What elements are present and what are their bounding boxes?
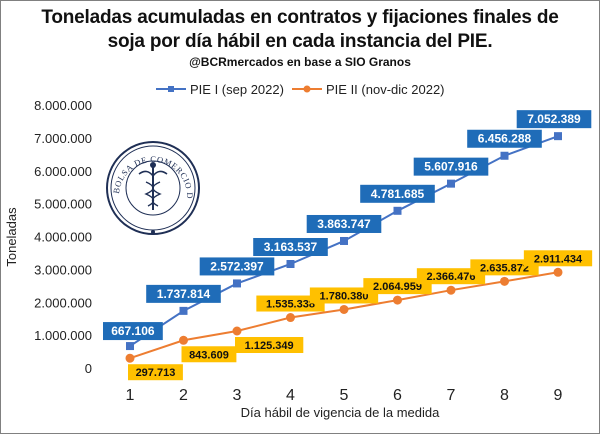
svg-text:667.106: 667.106 (111, 324, 155, 338)
data-label-series2: 843.609 (181, 346, 237, 363)
data-label-series2: 1.780.380 (309, 287, 379, 304)
y-tick-label: 2.000.000 (34, 295, 92, 310)
data-label-series1: 3.163.537 (253, 237, 328, 256)
svg-text:297.713: 297.713 (136, 367, 176, 379)
data-label-series2: 2.635.872 (470, 259, 539, 276)
y-axis-title: Toneladas (4, 207, 19, 267)
x-tick-label: 8 (500, 387, 509, 404)
x-tick-label: 2 (179, 387, 188, 404)
data-label-series2: 2.911.434 (523, 250, 593, 267)
svg-text:1.125.349: 1.125.349 (245, 340, 294, 352)
data-label-series2: 2.366.476 (416, 268, 486, 285)
svg-text:1.535.338: 1.535.338 (266, 299, 315, 311)
chart-title-line1: Toneladas acumuladas en contratos y fija… (41, 7, 559, 28)
data-label-series2: 1.125.349 (235, 337, 304, 354)
x-tick-label: 1 (126, 387, 135, 404)
svg-text:3.863.747: 3.863.747 (317, 217, 371, 231)
data-point-series1 (340, 236, 348, 245)
data-point-series2 (553, 267, 563, 277)
svg-text:2.572.397: 2.572.397 (210, 259, 264, 273)
data-point-series1 (126, 342, 134, 351)
data-point-series1 (233, 279, 241, 288)
data-label-series1: 5.607.916 (413, 157, 489, 176)
legend-item-series1: PIE I (sep 2022) (156, 82, 284, 97)
data-point-series2 (232, 326, 242, 336)
svg-text:2.064.959: 2.064.959 (373, 281, 422, 293)
svg-text:2.366.476: 2.366.476 (427, 271, 476, 283)
y-axis: 0 1.000.000 2.000.000 3.000.000 4.000.000 5.0… (34, 98, 92, 376)
svg-text:4.781.685: 4.781.685 (371, 187, 425, 201)
chart-title-line2: soja por día hábil en cada instancia del… (107, 31, 493, 52)
legend: PIE I (sep 2022) PIE II (nov-dic 2022) (156, 82, 445, 97)
data-label-series1: 7.052.389 (516, 110, 592, 129)
y-tick-label: 7.000.000 (34, 131, 92, 146)
svg-text:2.911.434: 2.911.434 (534, 253, 583, 265)
svg-text:7.052.389: 7.052.389 (527, 112, 581, 126)
data-point-series2 (339, 304, 349, 314)
data-point-series1 (554, 132, 562, 141)
bcr-logo: BOLSA DE COMERCIO DE ROSARIO (106, 141, 200, 235)
data-point-series2 (446, 285, 456, 295)
data-point-series2 (286, 313, 295, 323)
x-tick-label: 9 (554, 387, 563, 404)
x-tick-label: 6 (393, 387, 402, 404)
data-point-series2 (500, 276, 509, 286)
y-tick-label: 4.000.000 (34, 230, 92, 245)
x-tick-label: 4 (286, 387, 295, 404)
chart-subtitle: @BCRmercados en base a SIO Granos (189, 55, 411, 69)
y-tick-label: 8.000.000 (34, 98, 92, 113)
data-point-series1 (179, 306, 188, 315)
data-point-series1 (447, 179, 455, 188)
data-point-series1 (500, 151, 509, 160)
y-tick-label: 5.000.000 (34, 197, 92, 212)
data-label-series1: 2.572.397 (199, 257, 275, 276)
data-label-series1: 6.456.288 (467, 129, 542, 148)
data-label-series1: 1.737.814 (146, 284, 221, 303)
svg-text:3.163.537: 3.163.537 (264, 240, 318, 254)
y-tick-label: 6.000.000 (34, 164, 92, 179)
svg-text:6.456.288: 6.456.288 (478, 132, 532, 146)
y-tick-label: 1.000.000 (34, 328, 92, 343)
data-label-series2: 297.713 (128, 364, 183, 381)
chart-title: Toneladas acumuladas en contratos y fija… (0, 6, 600, 54)
svg-text:1.780.380: 1.780.380 (320, 290, 369, 302)
x-tick-label: 5 (340, 387, 349, 404)
legend-label-series2: PIE II (nov-dic 2022) (326, 82, 445, 97)
data-label-series2: 1.535.338 (256, 295, 325, 312)
data-point-series1 (286, 259, 295, 268)
data-label-series1: 4.781.685 (360, 184, 435, 203)
x-tick-label: 3 (233, 387, 242, 404)
x-axis-title: Día hábil de vigencia de la medida (241, 405, 441, 420)
legend-item-series2: PIE II (nov-dic 2022) (292, 82, 445, 97)
y-tick-label: 0 (85, 361, 92, 376)
legend-label-series1: PIE I (sep 2022) (190, 82, 284, 97)
svg-text:2.635.872: 2.635.872 (480, 262, 529, 274)
x-tick-label: 7 (447, 387, 456, 404)
data-point-series2 (179, 335, 188, 345)
data-point-series1 (393, 206, 402, 215)
data-point-series2 (393, 295, 402, 305)
svg-text:1.737.814: 1.737.814 (157, 287, 211, 301)
svg-text:5.607.916: 5.607.916 (424, 160, 478, 174)
data-label-series2: 2.064.959 (363, 278, 432, 295)
data-label-series1: 667.106 (103, 322, 163, 341)
x-axis: 1 2 3 4 5 6 7 8 9 (126, 387, 563, 404)
data-label-series1: 3.863.747 (306, 214, 382, 233)
data-point-series2 (125, 353, 135, 363)
y-tick-label: 3.000.000 (34, 262, 92, 277)
svg-text:843.609: 843.609 (189, 349, 229, 361)
